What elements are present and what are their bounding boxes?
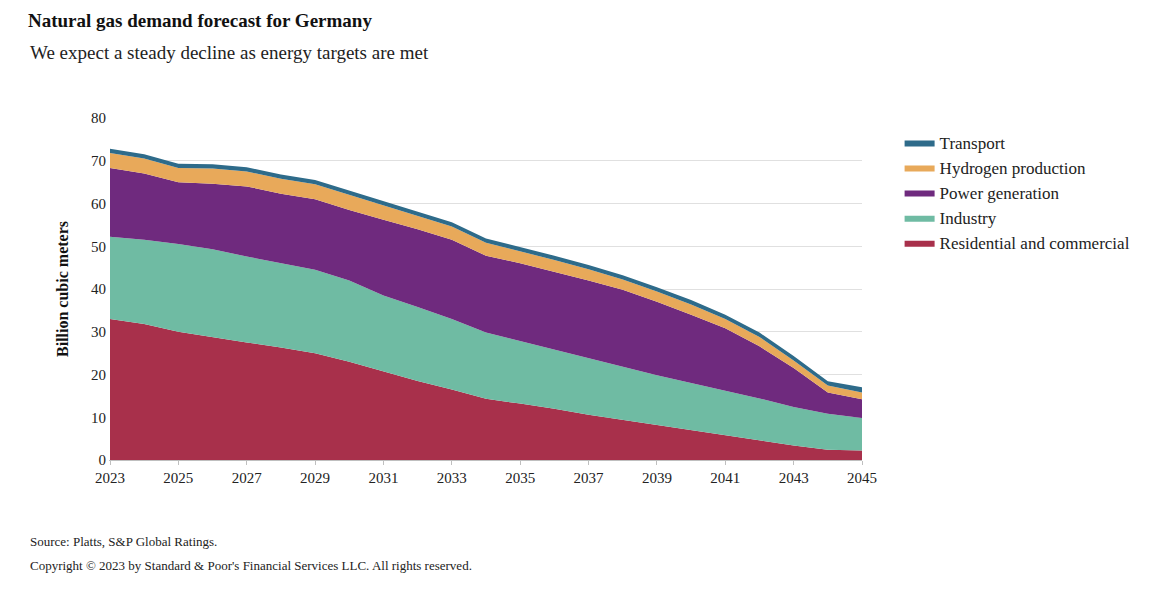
svg-text:2037: 2037: [574, 470, 605, 486]
svg-text:2045: 2045: [847, 470, 877, 486]
svg-text:Source: Platts, S&P Global Rat: Source: Platts, S&P Global Ratings.: [30, 534, 217, 549]
svg-text:2023: 2023: [95, 470, 125, 486]
svg-text:80: 80: [91, 110, 106, 126]
svg-text:60: 60: [91, 196, 106, 212]
svg-text:10: 10: [91, 410, 106, 426]
svg-text:2033: 2033: [437, 470, 467, 486]
svg-text:0: 0: [99, 452, 107, 468]
svg-text:Billion cubic meters: Billion cubic meters: [54, 221, 71, 357]
svg-text:Residential and commercial: Residential and commercial: [940, 234, 1130, 253]
svg-text:20: 20: [91, 367, 106, 383]
svg-text:70: 70: [91, 153, 106, 169]
svg-text:2031: 2031: [368, 470, 398, 486]
svg-text:2035: 2035: [505, 470, 535, 486]
svg-text:40: 40: [91, 281, 106, 297]
svg-text:2041: 2041: [710, 470, 740, 486]
svg-text:2025: 2025: [163, 470, 193, 486]
svg-text:Copyright © 2023 by Standard &: Copyright © 2023 by Standard & Poor's Fi…: [30, 558, 472, 573]
svg-text:We expect a steady decline as: We expect a steady decline as energy tar…: [30, 42, 429, 63]
svg-text:Transport: Transport: [940, 134, 1006, 153]
svg-text:2043: 2043: [779, 470, 809, 486]
svg-text:30: 30: [91, 324, 106, 340]
svg-text:2029: 2029: [300, 470, 330, 486]
svg-text:Power generation: Power generation: [940, 184, 1060, 203]
svg-text:2027: 2027: [232, 470, 262, 486]
svg-text:2039: 2039: [642, 470, 672, 486]
svg-text:Industry: Industry: [940, 209, 997, 228]
svg-text:50: 50: [91, 239, 106, 255]
svg-text:Hydrogen production: Hydrogen production: [940, 159, 1086, 178]
svg-text:Natural gas demand forecast fo: Natural gas demand forecast for Germany: [28, 10, 372, 31]
